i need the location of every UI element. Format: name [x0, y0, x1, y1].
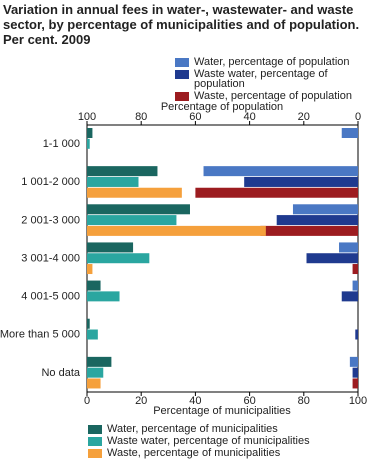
bar — [349, 356, 358, 367]
bar — [87, 356, 112, 367]
y-tick-label: 2 001-3 000 — [21, 214, 80, 226]
bar — [87, 329, 98, 340]
legend-item: Waste, percentage of municipalities — [88, 447, 368, 459]
legend-swatch — [175, 70, 189, 79]
legend-item: Waste, percentage of population — [175, 90, 370, 102]
x2-tick-label: 20 — [298, 111, 310, 123]
legend-label: Waste water, percentage of population — [194, 68, 328, 90]
legend-item: Waste water, percentage of population — [175, 68, 370, 90]
y-tick-label: 3 001-4 000 — [21, 252, 80, 264]
legend-swatch — [88, 437, 102, 446]
bar — [87, 253, 150, 264]
bar — [87, 367, 104, 378]
y-tick-label: 1 001-2 000 — [21, 176, 80, 188]
bar — [87, 242, 134, 253]
bar — [87, 378, 101, 389]
x2-tick-label: 0 — [355, 111, 361, 123]
bar — [87, 291, 120, 302]
x2-axis-title: Percentage of population — [161, 101, 283, 113]
legend-swatch — [175, 92, 189, 101]
legend-item: Water, percentage of municipalities — [88, 423, 368, 435]
x-axis-title: Percentage of municipalities — [153, 405, 291, 417]
bar — [87, 187, 182, 198]
bar — [87, 176, 139, 187]
bar — [87, 128, 93, 138]
x-tick-label: 40 — [189, 395, 201, 407]
bar — [339, 242, 358, 253]
bar — [87, 264, 93, 275]
bar — [87, 225, 266, 236]
legend: Water, percentage of municipalities Waste… — [88, 424, 368, 460]
bar — [195, 187, 358, 198]
bar — [87, 204, 190, 215]
bar — [306, 253, 358, 264]
x-tick-label: 60 — [243, 395, 255, 407]
bar — [87, 215, 177, 226]
bar — [260, 225, 358, 236]
bar — [355, 329, 358, 340]
x2-tick-label: 80 — [135, 111, 147, 123]
x-tick-label: 100 — [349, 395, 367, 407]
y-tick-label: 4 001-5 000 — [21, 291, 80, 303]
x-tick-label: 20 — [135, 395, 147, 407]
bar — [352, 264, 358, 275]
bar — [87, 166, 158, 177]
legend-swatch — [88, 449, 102, 458]
chart-title: Variation in annual fees in water-, wast… — [3, 2, 360, 47]
legend-label: Waste, percentage of municipalities — [107, 447, 281, 459]
bar — [276, 215, 358, 226]
y-tick-label: 1-1 000 — [43, 138, 80, 150]
legend-item: Waste water, percentage of municipalitie… — [88, 435, 368, 447]
bar — [352, 280, 358, 291]
bar — [352, 367, 358, 378]
legend: Water, percentage of population Waste wat… — [175, 57, 370, 103]
bar — [244, 176, 358, 187]
legend-swatch — [88, 425, 102, 434]
legend-label: Water, percentage of municipalities — [107, 423, 278, 435]
legend-label: Water, percentage of population — [194, 56, 350, 68]
bar — [352, 378, 358, 389]
x2-tick-label: 60 — [189, 111, 201, 123]
bar — [341, 291, 358, 302]
y-tick-label: More than 5 000 — [0, 329, 80, 341]
x-tick-label: 0 — [84, 395, 90, 407]
legend-label: Waste, percentage of population — [194, 90, 352, 102]
bar — [292, 204, 358, 215]
bar — [341, 128, 358, 138]
legend-swatch — [175, 58, 189, 67]
bar — [87, 318, 90, 329]
legend-item: Water, percentage of population — [175, 56, 370, 68]
bar — [87, 280, 101, 291]
bar — [87, 138, 90, 149]
y-tick-label: No data — [41, 367, 80, 379]
x2-tick-label: 40 — [243, 111, 255, 123]
bar — [203, 166, 358, 177]
x-tick-label: 80 — [298, 395, 310, 407]
legend-label: Waste water, percentage of municipalitie… — [107, 435, 310, 447]
x2-tick-label: 100 — [78, 111, 96, 123]
